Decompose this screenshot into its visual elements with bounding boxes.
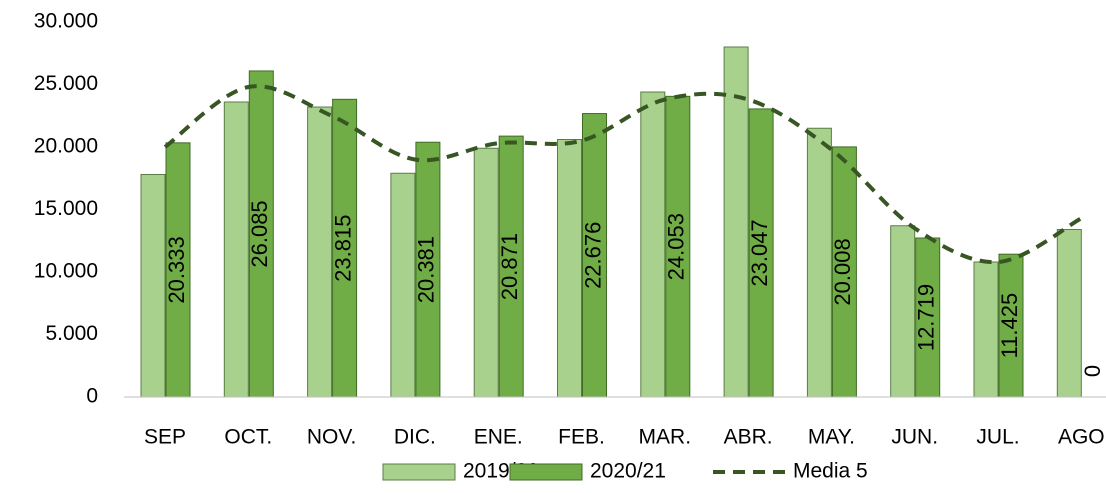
data-label: 20.871 xyxy=(497,233,522,300)
bar xyxy=(915,237,941,398)
x-tick-label: JUN. xyxy=(891,426,938,449)
bar xyxy=(640,91,666,398)
bar xyxy=(390,172,416,398)
x-tick-label: NOV. xyxy=(307,426,356,449)
legend-label: Media 5 xyxy=(793,460,868,483)
y-tick-label: 20.000 xyxy=(34,135,98,158)
bar xyxy=(723,46,749,398)
line xyxy=(163,84,1083,265)
x-tick-label: ABR. xyxy=(724,426,773,449)
legend-swatch xyxy=(382,463,456,481)
y-tick-label: 25.000 xyxy=(34,72,98,95)
x-tick-label: FEB. xyxy=(558,426,605,449)
bar xyxy=(223,101,249,398)
legend-swatch xyxy=(509,463,583,481)
bar xyxy=(890,225,916,398)
bar xyxy=(473,147,499,398)
data-label: 11.425 xyxy=(997,293,1022,359)
data-label: 0 xyxy=(1080,365,1105,377)
legend-label: 2020/21 xyxy=(590,460,666,483)
x-tick-label: MAR. xyxy=(639,426,692,449)
bar xyxy=(140,174,166,398)
data-label: 22.676 xyxy=(580,222,605,289)
bar xyxy=(307,106,333,398)
x-tick-label: AGO xyxy=(1058,426,1105,449)
x-tick-label: SEP xyxy=(144,426,186,449)
x-tick-label: ENE. xyxy=(474,426,523,449)
bar xyxy=(1056,229,1082,398)
data-label: 26.085 xyxy=(247,200,272,267)
x-tick-label: OCT. xyxy=(224,426,272,449)
data-label: 12.719 xyxy=(914,284,939,351)
y-tick-label: 15.000 xyxy=(34,197,98,220)
y-tick-label: 5.000 xyxy=(45,322,98,345)
data-label: 20.381 xyxy=(414,236,439,303)
bar xyxy=(557,139,582,398)
bar xyxy=(998,253,1024,398)
data-label: 24.053 xyxy=(664,213,689,280)
x-tick-label: DIC. xyxy=(394,426,436,449)
bar xyxy=(332,98,358,398)
x-tick-label: JUL. xyxy=(976,426,1019,449)
y-tick-label: 30.000 xyxy=(34,10,98,33)
y-tick-label: 10.000 xyxy=(34,260,98,283)
data-label: 20.333 xyxy=(164,236,189,303)
bar xyxy=(831,146,857,398)
bar xyxy=(165,142,191,398)
bar xyxy=(665,95,691,398)
data-label: 23.047 xyxy=(747,219,772,286)
x-tick-label: MAY. xyxy=(808,426,855,449)
data-label: 23.815 xyxy=(330,215,355,282)
bar xyxy=(973,261,999,398)
y-tick-label: 0 xyxy=(86,385,98,408)
bar xyxy=(498,135,524,398)
data-label: 20.008 xyxy=(830,238,855,305)
bar xyxy=(806,127,832,398)
